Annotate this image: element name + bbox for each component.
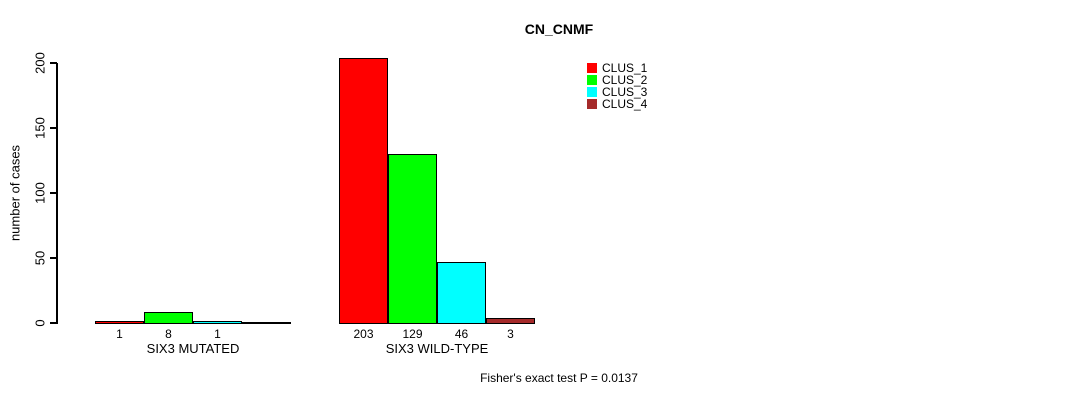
legend-item: CLUS_1: [587, 62, 647, 74]
legend-label: CLUS_1: [602, 61, 648, 75]
y-axis-tick: [50, 322, 57, 324]
y-axis-tick-label: 100: [32, 182, 48, 204]
bar-value-label: 129: [402, 327, 423, 341]
legend-swatch-clus_1: [587, 63, 597, 73]
group-label: SIX3 WILD-TYPE: [385, 341, 489, 356]
bar-clus_1: [95, 321, 144, 324]
legend-swatch-clus_3: [587, 87, 597, 97]
bar-clus_1: [339, 58, 388, 324]
y-axis-tick: [50, 62, 57, 64]
y-axis-tick: [50, 127, 57, 129]
bar-value-label: 1: [116, 327, 123, 341]
y-axis-tick: [50, 192, 57, 194]
bar-value-label: 203: [353, 327, 374, 341]
legend-swatch-clus_2: [587, 75, 597, 85]
group-label: SIX3 MUTATED: [146, 341, 240, 356]
bar-value-label: 1: [214, 327, 221, 341]
y-axis-tick-label: 150: [32, 117, 48, 139]
y-axis-tick: [50, 257, 57, 259]
legend-label: CLUS_2: [602, 73, 648, 87]
legend-item: CLUS_3: [587, 86, 647, 98]
bar-value-label: 46: [454, 327, 469, 341]
legend-label: CLUS_4: [602, 97, 648, 111]
legend-label: CLUS_3: [602, 85, 648, 99]
y-axis-tick-label: 200: [32, 52, 48, 74]
bar-clus_3: [437, 262, 486, 324]
bar-clus_3: [193, 321, 242, 324]
legend-item: CLUS_4: [587, 98, 647, 110]
legend: CLUS_1 CLUS_2 CLUS_3 CLUS_4: [587, 62, 647, 110]
legend-item: CLUS_2: [587, 74, 647, 86]
annotation-text: Fisher's exact test P = 0.0137: [480, 371, 638, 385]
y-axis-tick-label: 0: [32, 319, 48, 327]
bar-value-label: 8: [165, 327, 172, 341]
bar-value-label: 3: [507, 327, 514, 341]
bar-clus_4: [486, 318, 535, 324]
bar-clus_2: [388, 154, 437, 324]
y-axis-tick-label: 50: [32, 250, 48, 266]
legend-swatch-clus_4: [587, 99, 597, 109]
chart-title: CN_CNMF: [524, 21, 594, 37]
bar-clus_2: [144, 312, 193, 324]
